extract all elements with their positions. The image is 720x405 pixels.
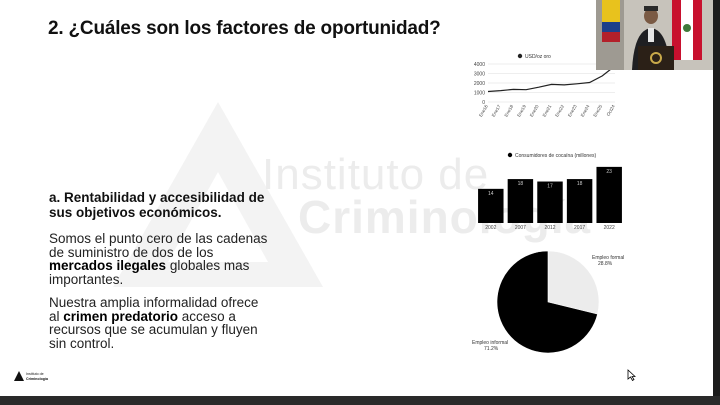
gold-chart-legend: USD/oz oro <box>517 53 551 60</box>
para1-bold-text: mercados ilegales <box>49 258 167 273</box>
gold-price-series-line <box>487 65 616 93</box>
gold-ytick-label: 2000 <box>474 81 485 87</box>
gold-xtick-label: Ene17 <box>491 104 502 118</box>
coca-xtick-label: 2012 <box>544 225 555 231</box>
coca-bar <box>478 188 504 223</box>
gold-xtick-label: Ene19 <box>516 104 527 118</box>
gold-ytick-label: 0 <box>482 100 485 106</box>
coca-bar-value-label: 14 <box>488 191 494 197</box>
gold-ytick-label: 4000 <box>474 62 485 68</box>
coca-xtick-label: 2002 <box>485 225 496 231</box>
para2-after-bold: acceso a <box>178 308 236 324</box>
webcam-video-feed <box>596 0 713 70</box>
para2-line1: Nuestra amplia informalidad ofrece <box>49 295 259 310</box>
coca-xtick-label: 2022 <box>604 225 615 231</box>
logo-text-line1: Instituto de <box>26 372 44 376</box>
cocaine-consumers-bar-chart: Consumidores de cocaína (millones) 14 18 1… <box>478 152 622 231</box>
gold-legend-label: USD/oz oro <box>525 54 551 60</box>
logo-triangle-icon: Instituto de Criminología <box>14 371 49 381</box>
slide-title: 2. ¿Cuáles son los factores de oportunid… <box>48 18 441 39</box>
pie-slice <box>547 250 600 315</box>
para2-line2: al crimen predatorio acceso a <box>49 308 289 324</box>
coca-bar-value-label: 23 <box>606 169 612 175</box>
coca-xtick-label: 2017 <box>574 225 585 231</box>
coca-chart-legend: Consumidores de cocaína (millones) <box>507 152 596 159</box>
flag-left-yellow <box>602 0 620 22</box>
coca-bar <box>507 179 534 223</box>
pie-label-formal: Empleo formal <box>592 255 624 261</box>
para2-bold-text: crimen predatorio <box>63 308 179 324</box>
gold-xtick-label: Ene24 <box>580 104 591 118</box>
para2-line3: recursos que se acumulan y fluyen <box>49 322 258 337</box>
bottom-dark-strip <box>0 396 720 405</box>
pie-value-formal: 28.8% <box>598 261 613 267</box>
gold-xtick-label: Ene25 <box>592 104 603 118</box>
employment-pie-chart: Empleo formal 28.8% Empleo informal 71.2… <box>472 250 624 354</box>
watermark-triangle-logo <box>113 102 323 287</box>
pie-slice <box>496 250 598 354</box>
para1-line1: Somos el punto cero de las cadenas <box>49 231 268 246</box>
paragraph-supply-chains: Somos el punto cero de las cadenas de su… <box>49 232 289 286</box>
pie-label-informal: Empleo informal <box>472 340 508 346</box>
gold-xtick-label: Ene22 <box>554 104 565 118</box>
subtitle: a. Rentabilidad y accesibilidad de sus o… <box>49 190 279 220</box>
coca-legend-marker <box>507 152 513 158</box>
watermark-text-line1: Instituto de <box>262 150 490 199</box>
paragraph-informality: Nuestra amplia informalidad ofrece al cr… <box>49 296 289 350</box>
coca-bar <box>537 181 563 223</box>
institute-logo: Instituto de Criminología <box>13 369 49 387</box>
gold-legend-marker <box>517 53 523 59</box>
coca-xtick-label: 2007 <box>515 225 526 231</box>
para2-before-bold: al <box>49 308 64 324</box>
gold-xtick-label: Ene18 <box>503 104 514 118</box>
gold-xtick-label: Ene21 <box>542 104 553 118</box>
mouse-pointer-icon <box>627 369 636 381</box>
gold-ytick-label: 1000 <box>474 90 485 96</box>
gold-xtick-label: Oct24 <box>606 104 617 117</box>
coca-bar-value-label: 18 <box>577 181 583 187</box>
speaker-head <box>644 8 658 24</box>
coca-bar <box>566 179 593 223</box>
coca-bar-value-label: 17 <box>547 184 553 190</box>
logo-text-line2: Criminología <box>26 377 49 381</box>
coca-bar <box>596 166 622 223</box>
gold-xtick-label: Ene20 <box>529 104 540 118</box>
pie-value-informal: 71.2% <box>484 346 499 352</box>
presentation-slide: Instituto de Criminología 2. ¿Cuáles son… <box>0 0 713 396</box>
para1-line2: de suministro de dos de los <box>49 244 214 260</box>
subtitle-line1: a. Rentabilidad y accesibilidad de <box>49 190 265 205</box>
speaker-video-frame <box>596 0 713 70</box>
para1-line4: importantes. <box>49 271 124 287</box>
para1-line3: mercados ilegales globales mas <box>49 259 289 273</box>
para2-line4: sin control. <box>49 335 115 351</box>
gold-xtick-label: Ene16 <box>478 104 489 118</box>
gold-ytick-label: 3000 <box>474 71 485 77</box>
coca-bar-value-label: 18 <box>518 181 524 187</box>
para1-after-bold: globales mas <box>166 258 250 273</box>
gold-xtick-label: Ene23 <box>567 104 578 118</box>
subtitle-line2: sus objetivos económicos. <box>49 205 222 220</box>
coca-legend-label: Consumidores de cocaína (millones) <box>515 153 596 159</box>
